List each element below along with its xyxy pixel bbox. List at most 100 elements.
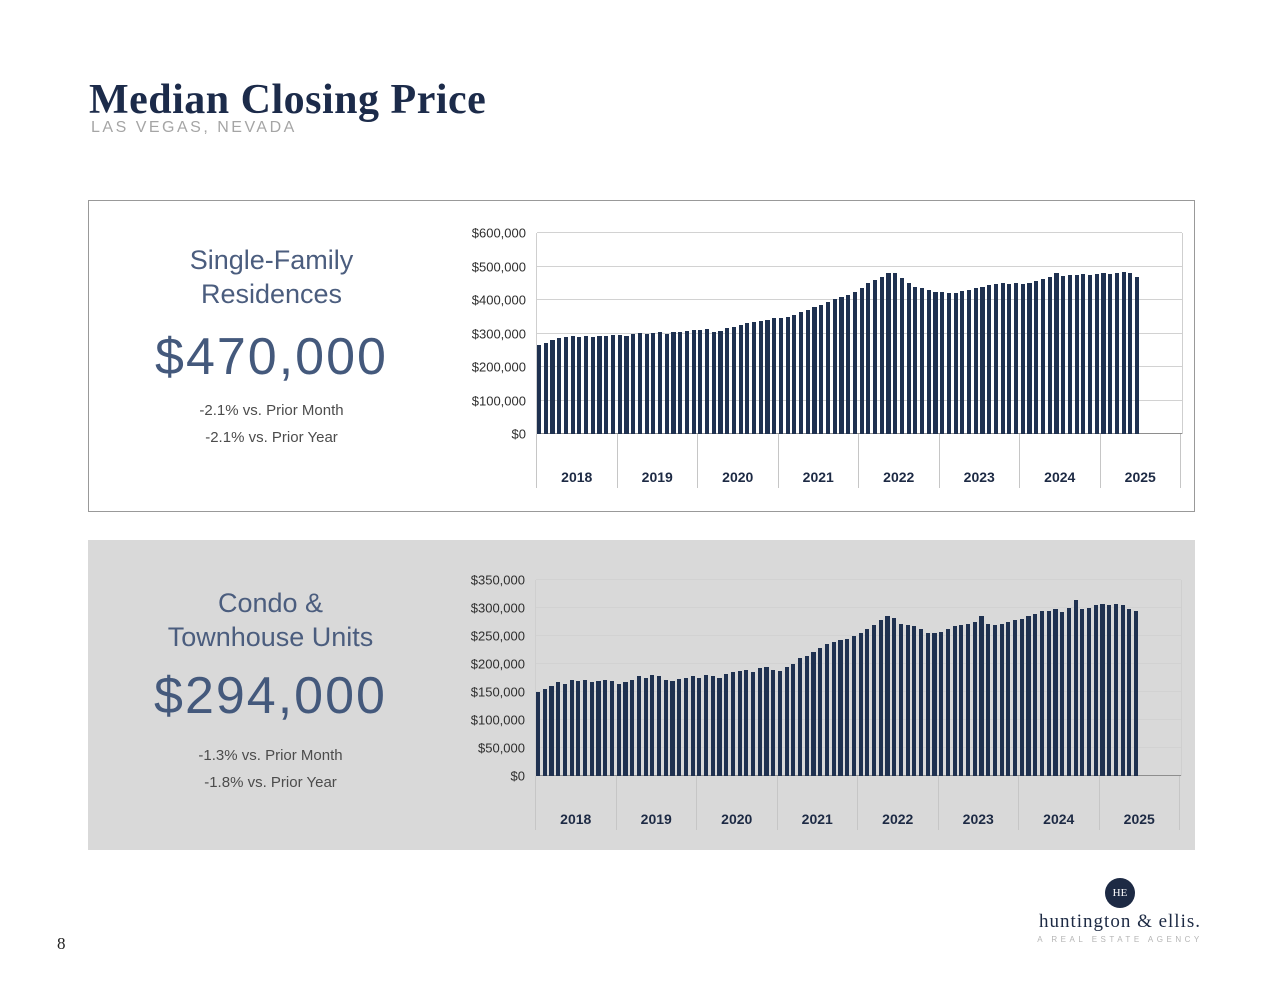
bar: [1014, 283, 1019, 434]
bar: [643, 678, 648, 776]
bar: [657, 331, 663, 434]
bar: [980, 286, 985, 434]
y-tick-label: $400,000: [471, 292, 526, 308]
bar: [725, 328, 730, 434]
bar: [717, 678, 722, 776]
bar: [972, 622, 977, 776]
bar: [589, 681, 594, 776]
bar: [1113, 604, 1118, 776]
year-label: 2019: [617, 776, 697, 830]
bar: [1094, 273, 1099, 434]
gridline: [537, 232, 1182, 233]
y-tick-label: $100,000: [470, 712, 525, 728]
bar: [577, 336, 582, 434]
bar: [1053, 608, 1058, 776]
bar: [1134, 276, 1140, 434]
bar: [663, 679, 668, 776]
bar: [805, 310, 810, 434]
bar: [562, 683, 568, 776]
bar: [542, 689, 547, 776]
bar: [959, 624, 964, 776]
panel-heading: Single-Family Residences: [190, 243, 354, 311]
bar: [798, 658, 803, 776]
bar: [1120, 605, 1125, 776]
bar: [1066, 608, 1071, 776]
bar: [765, 320, 770, 434]
logo-tagline: A REAL ESTATE AGENCY: [1037, 935, 1203, 944]
year-label: 2020: [697, 776, 778, 830]
bar: [838, 640, 843, 776]
price-deltas: -2.1% vs. Prior Month -2.1% vs. Prior Ye…: [199, 397, 343, 451]
y-axis-labels: $0 $50,000 $100,000 $150,000 $200,000 $250,00…: [445, 573, 525, 784]
bar: [885, 616, 890, 776]
bar: [819, 304, 824, 434]
bar: [865, 629, 870, 776]
bar: [604, 335, 609, 434]
year-label: 2025: [1101, 434, 1181, 488]
bar: [1000, 283, 1005, 434]
bar: [1087, 274, 1093, 434]
panel-heading: Condo & Townhouse Units: [168, 586, 374, 654]
bar: [940, 291, 945, 434]
year-label: 2023: [939, 776, 1019, 830]
bar: [932, 633, 937, 776]
year-label: 2023: [940, 434, 1020, 488]
gridline: [536, 579, 1181, 580]
bar: [697, 678, 702, 776]
bar: [967, 289, 972, 434]
bar: [1073, 599, 1078, 776]
bar: [804, 655, 809, 776]
bar: [886, 273, 891, 434]
y-tick-label: $250,000: [470, 628, 525, 644]
bar: [1013, 620, 1018, 776]
panel-heading-line1: Condo &: [217, 588, 324, 618]
panel-heading-line2: Townhouse Units: [167, 622, 374, 652]
x-axis-year-labels: 2018 2019 2020 2021 2022 2023 2024 2025: [535, 776, 1180, 830]
bar: [549, 685, 554, 776]
bar: [953, 293, 958, 434]
bar: [703, 675, 709, 776]
y-tick-label: $200,000: [470, 656, 525, 672]
bar: [677, 679, 682, 776]
bar: [1026, 616, 1031, 776]
delta-vs-prior-year: -2.1% vs. Prior Year: [205, 429, 338, 446]
bar: [1054, 273, 1059, 434]
bar: [1034, 280, 1039, 434]
year-label: 2024: [1019, 776, 1100, 830]
delta-vs-prior-month: -1.3% vs. Prior Month: [198, 747, 343, 764]
bar: [1047, 277, 1052, 434]
year-label: 2018: [536, 776, 617, 830]
bar: [637, 332, 642, 434]
bar: [557, 337, 562, 434]
bar: [926, 289, 931, 434]
page-subtitle: LAS VEGAS, NEVADA: [91, 119, 297, 136]
bar: [919, 288, 925, 434]
bar: [1019, 619, 1024, 776]
bar: [933, 291, 938, 434]
bar: [918, 629, 924, 776]
bar: [738, 325, 743, 434]
bar: [543, 342, 548, 434]
bar: [556, 681, 561, 776]
bar: [537, 345, 542, 434]
bar: [987, 284, 992, 434]
bar: [966, 623, 971, 776]
bar: [718, 330, 723, 434]
year-label: 2022: [859, 434, 940, 488]
bar: [812, 307, 817, 434]
bar: [644, 333, 649, 434]
bar: [879, 276, 884, 434]
bar: [852, 291, 857, 434]
bar: [610, 335, 616, 434]
bar: [960, 291, 965, 434]
single-family-panel: Single-Family Residences $470,000 -2.1% …: [88, 200, 1195, 512]
bar: [952, 625, 957, 776]
y-tick-label: $50,000: [478, 740, 525, 756]
bar: [731, 326, 736, 434]
bar: [986, 623, 991, 776]
bar: [596, 680, 601, 776]
bar: [899, 278, 904, 434]
bar: [818, 648, 823, 776]
bar: [792, 314, 797, 434]
bar: [772, 318, 777, 434]
